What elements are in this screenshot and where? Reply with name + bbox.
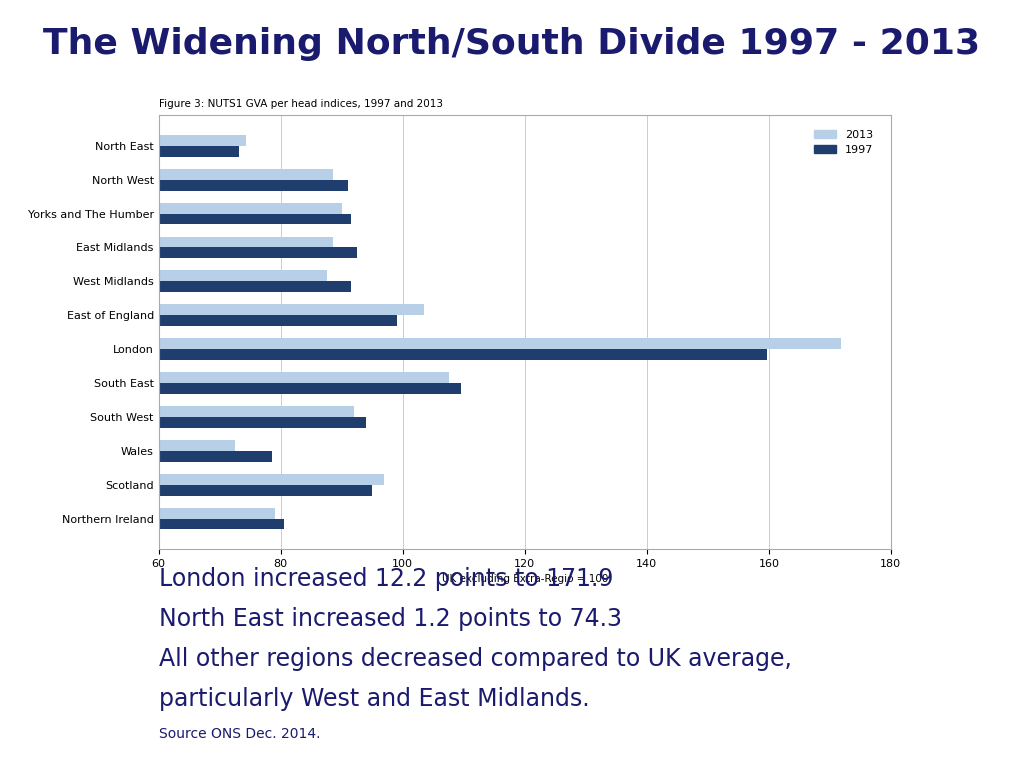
- Text: Figure 3: NUTS1 GVA per head indices, 1997 and 2013: Figure 3: NUTS1 GVA per head indices, 19…: [159, 99, 442, 109]
- Text: The Widening North/South Divide 1997 - 2013: The Widening North/South Divide 1997 - 2…: [43, 27, 981, 61]
- Bar: [0, 203, 342, 214]
- Text: London increased 12.2 points to 171.9: London increased 12.2 points to 171.9: [159, 567, 613, 591]
- Bar: [0, 518, 284, 529]
- Legend: 2013, 1997: 2013, 1997: [810, 125, 878, 160]
- Bar: [0, 169, 333, 180]
- Bar: [0, 451, 271, 462]
- Bar: [0, 214, 351, 224]
- Text: North East increased 1.2 points to 74.3: North East increased 1.2 points to 74.3: [159, 607, 622, 631]
- Bar: [0, 180, 348, 190]
- Bar: [0, 338, 842, 349]
- Bar: [0, 372, 449, 383]
- Text: All other regions decreased compared to UK average,: All other regions decreased compared to …: [159, 647, 792, 670]
- Bar: [0, 417, 367, 428]
- Bar: [0, 315, 396, 326]
- Bar: [0, 508, 274, 518]
- Bar: [0, 440, 234, 451]
- Bar: [0, 383, 461, 394]
- Bar: [0, 349, 767, 360]
- Bar: [0, 270, 327, 281]
- Bar: [0, 474, 384, 485]
- Text: particularly West and East Midlands.: particularly West and East Midlands.: [159, 687, 590, 710]
- Bar: [0, 281, 351, 292]
- Bar: [0, 406, 354, 417]
- Bar: [0, 247, 357, 258]
- Bar: [0, 146, 239, 157]
- Bar: [0, 237, 333, 247]
- Bar: [0, 485, 373, 495]
- Bar: [0, 135, 246, 146]
- X-axis label: UK excluding Extra-Regio = 100: UK excluding Extra-Regio = 100: [441, 574, 608, 584]
- Bar: [0, 304, 424, 315]
- Text: Source ONS Dec. 2014.: Source ONS Dec. 2014.: [159, 727, 321, 740]
